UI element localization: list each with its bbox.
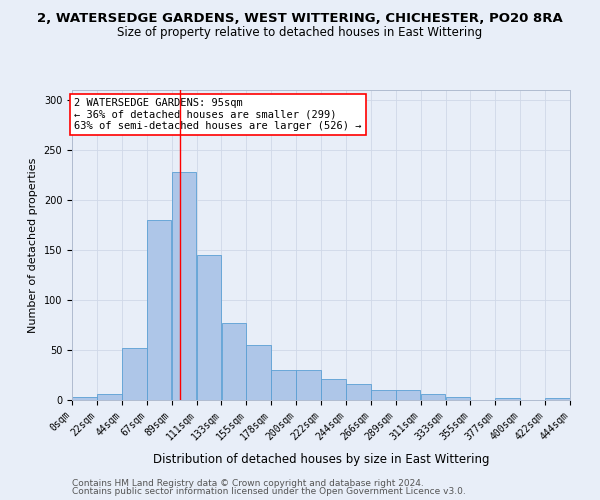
Text: Contains public sector information licensed under the Open Government Licence v3: Contains public sector information licen… xyxy=(72,488,466,496)
Bar xyxy=(122,348,146,400)
Bar xyxy=(247,345,271,400)
Text: 2, WATERSEDGE GARDENS, WEST WITTERING, CHICHESTER, PO20 8RA: 2, WATERSEDGE GARDENS, WEST WITTERING, C… xyxy=(37,12,563,26)
X-axis label: Distribution of detached houses by size in East Wittering: Distribution of detached houses by size … xyxy=(153,453,489,466)
Text: 2 WATERSEDGE GARDENS: 95sqm
← 36% of detached houses are smaller (299)
63% of se: 2 WATERSEDGE GARDENS: 95sqm ← 36% of det… xyxy=(74,98,362,131)
Bar xyxy=(396,390,421,400)
Bar xyxy=(346,384,371,400)
Bar xyxy=(321,379,346,400)
Bar xyxy=(172,172,196,400)
Bar xyxy=(545,398,570,400)
Bar xyxy=(72,397,97,400)
Bar xyxy=(371,390,395,400)
Bar xyxy=(197,255,221,400)
Bar xyxy=(446,397,470,400)
Bar xyxy=(421,394,445,400)
Bar xyxy=(97,394,122,400)
Y-axis label: Number of detached properties: Number of detached properties xyxy=(28,158,38,332)
Bar xyxy=(221,323,246,400)
Text: Size of property relative to detached houses in East Wittering: Size of property relative to detached ho… xyxy=(118,26,482,39)
Text: Contains HM Land Registry data © Crown copyright and database right 2024.: Contains HM Land Registry data © Crown c… xyxy=(72,478,424,488)
Bar xyxy=(271,370,296,400)
Bar xyxy=(296,370,321,400)
Bar xyxy=(147,220,172,400)
Bar xyxy=(496,398,520,400)
